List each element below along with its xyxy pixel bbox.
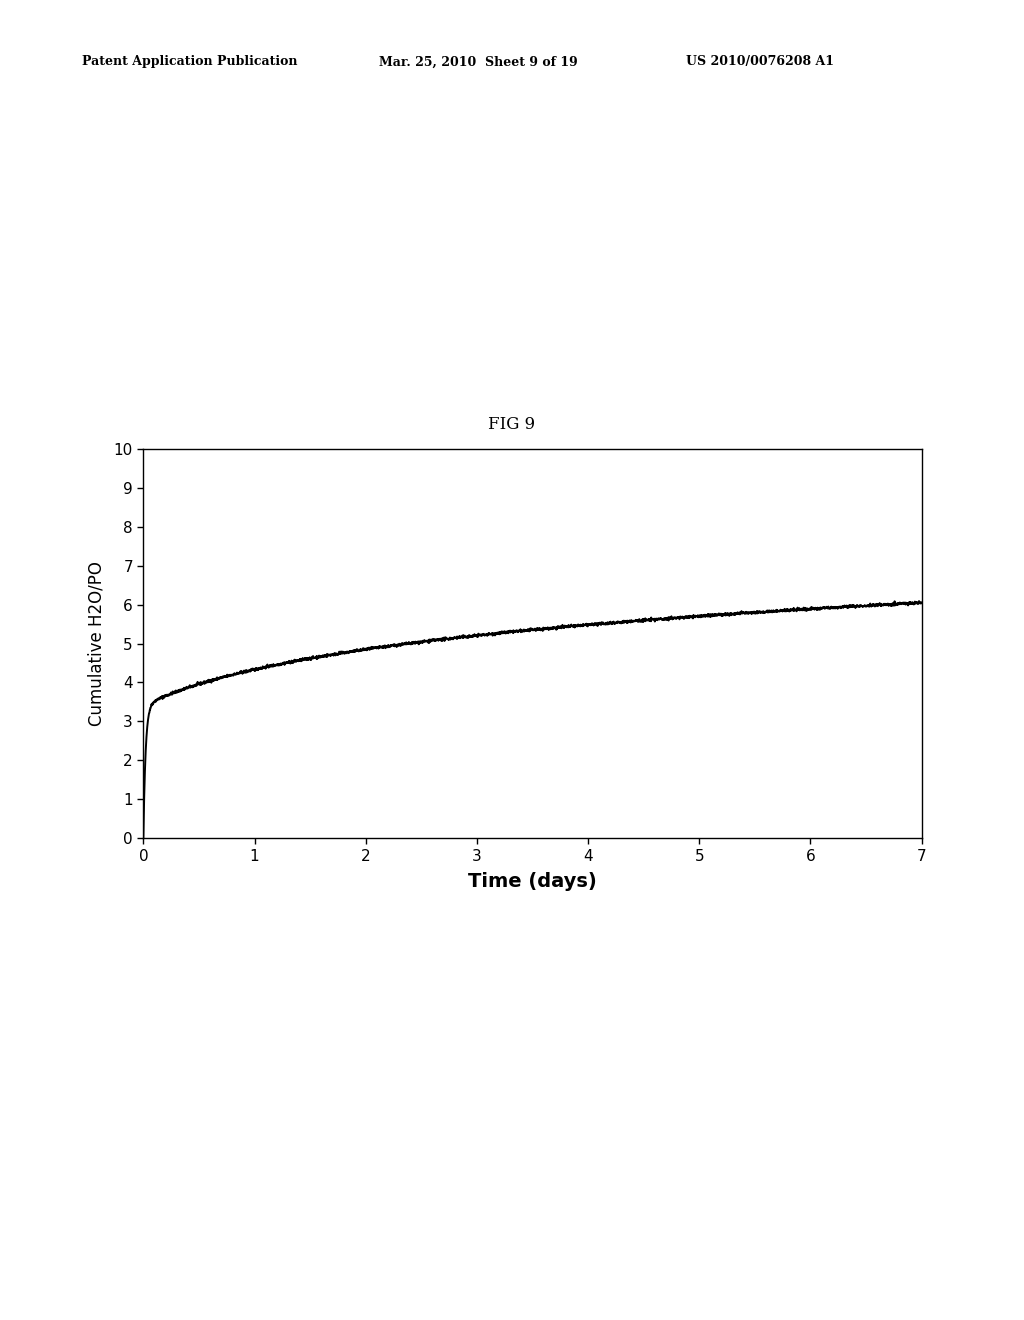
X-axis label: Time (days): Time (days): [468, 873, 597, 891]
Text: FIG 9: FIG 9: [488, 416, 536, 433]
Text: US 2010/0076208 A1: US 2010/0076208 A1: [686, 55, 835, 69]
Y-axis label: Cumulative H2O/PO: Cumulative H2O/PO: [87, 561, 105, 726]
Text: Mar. 25, 2010  Sheet 9 of 19: Mar. 25, 2010 Sheet 9 of 19: [379, 55, 578, 69]
Text: Patent Application Publication: Patent Application Publication: [82, 55, 297, 69]
